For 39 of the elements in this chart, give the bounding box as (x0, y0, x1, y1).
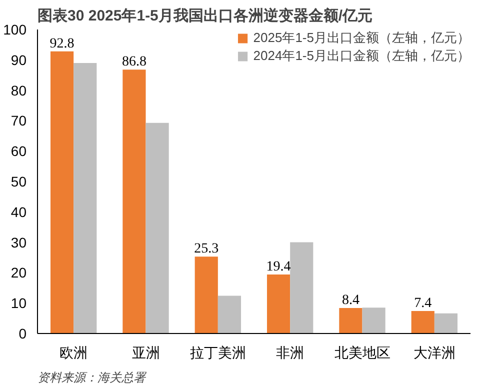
bar (411, 311, 434, 334)
y-tick-label: 100 (3, 22, 27, 38)
y-tick-label: 0 (18, 326, 27, 342)
y-tick-label: 60 (10, 143, 27, 160)
data-label: 86.8 (122, 54, 146, 70)
y-tick-label: 10 (10, 295, 27, 312)
x-tick-label: 北美地区 (334, 344, 390, 360)
bar (290, 242, 314, 334)
x-tick-label: 大洋洲 (413, 344, 456, 360)
chart-title: 图表30 2025年1-5月我国出口各洲逆变器金额/亿元 (38, 6, 373, 24)
data-label: 25.3 (194, 242, 219, 257)
y-tick-label: 20 (10, 264, 27, 281)
y-tick-label: 90 (10, 52, 27, 68)
x-tick-label: 欧洲 (60, 344, 88, 360)
bar (74, 62, 97, 334)
data-label: 19.4 (266, 260, 291, 275)
legend-label: 2024年1-5月出口金额（左轴，亿元） (253, 47, 470, 65)
data-label: 8.4 (342, 292, 360, 308)
y-tick-label: 50 (10, 174, 27, 190)
bar (194, 256, 218, 334)
y-tick-label: 30 (10, 234, 27, 250)
bar (266, 274, 290, 334)
y-tick-label: 80 (10, 82, 27, 98)
bar (50, 51, 74, 334)
bar (122, 70, 146, 334)
bar (339, 308, 362, 334)
y-tick-label: 70 (10, 112, 27, 129)
bar (434, 313, 458, 334)
text: 资料来源：海关总署 (38, 370, 148, 384)
bar (146, 122, 169, 334)
data-label: 92.8 (50, 36, 74, 52)
legend-label: 2025年1-5月出口金额（左轴，亿元） (253, 29, 470, 47)
bar (362, 308, 386, 334)
x-tick-label: 拉丁美洲 (190, 344, 246, 360)
bar (218, 296, 242, 334)
x-tick-label: 亚洲 (132, 344, 160, 360)
y-tick-label: 40 (10, 204, 27, 220)
x-tick-label: 非洲 (276, 344, 304, 360)
data-label: 7.4 (414, 296, 432, 312)
